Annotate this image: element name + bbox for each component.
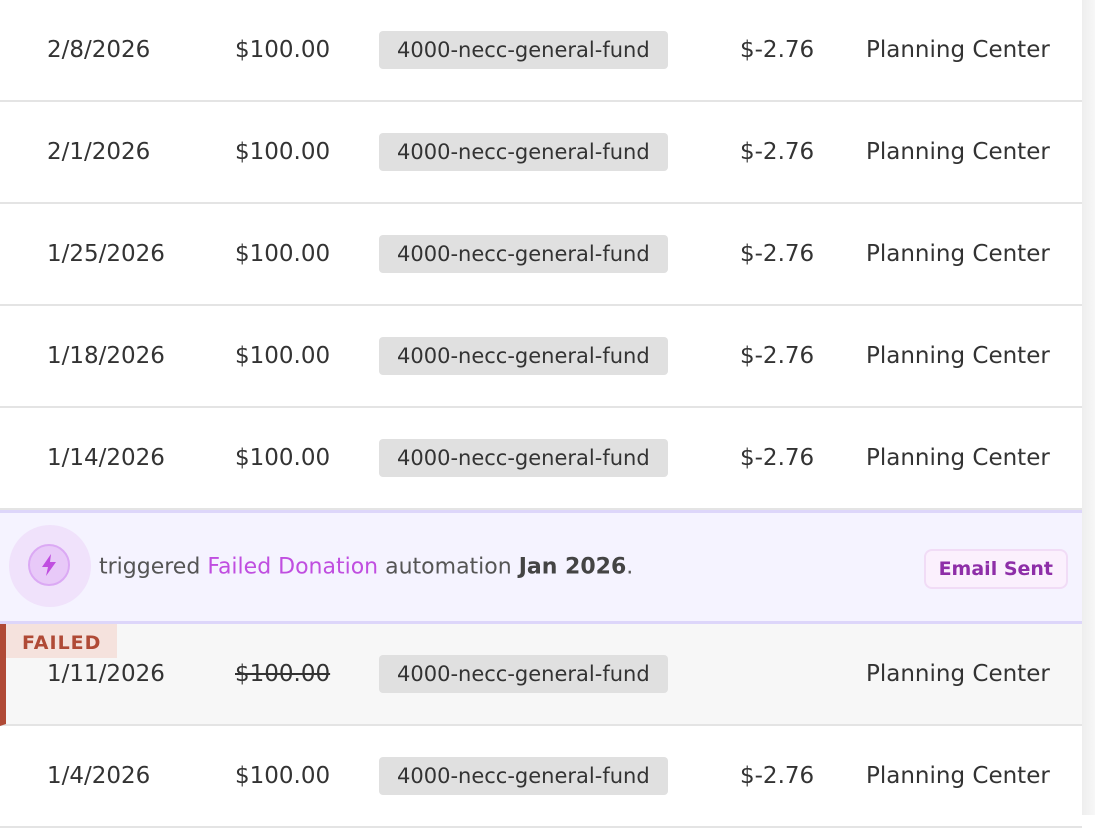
source-cell: Planning Center bbox=[866, 763, 1050, 789]
source-cell: Planning Center bbox=[866, 139, 1050, 165]
amount-cell: $100.00 bbox=[235, 343, 331, 369]
automation-name-link[interactable]: Failed Donation bbox=[207, 554, 379, 580]
amount-cell: $100.00 bbox=[235, 139, 331, 165]
fee-cell: $-2.76 bbox=[740, 139, 815, 165]
email-sent-badge[interactable]: Email Sent bbox=[923, 549, 1068, 589]
fund-pill: 4000-necc-general-fund bbox=[379, 439, 668, 477]
automation-text: triggered Failed Donation automation Jan… bbox=[99, 555, 633, 580]
automation-period: Jan 2026 bbox=[518, 554, 627, 580]
fee-cell: $-2.76 bbox=[740, 763, 815, 789]
amount-cell: $100.00 bbox=[235, 661, 331, 687]
scrollbar[interactable] bbox=[1082, 0, 1095, 815]
fee-cell: $-2.76 bbox=[740, 37, 815, 63]
fund-pill: 4000-necc-general-fund bbox=[379, 235, 668, 273]
automation-icon-wrap bbox=[9, 525, 91, 607]
date-cell: 1/25/2026 bbox=[47, 241, 165, 267]
failed-badge: FAILED bbox=[6, 624, 118, 658]
date-cell: 2/1/2026 bbox=[47, 139, 151, 165]
fee-cell: $-2.76 bbox=[740, 445, 815, 471]
fund-pill: 4000-necc-general-fund bbox=[379, 757, 668, 795]
fund-pill: 4000-necc-general-fund bbox=[379, 337, 668, 375]
fund-pill: 4000-necc-general-fund bbox=[379, 31, 668, 69]
fee-cell: $-2.76 bbox=[740, 241, 815, 267]
table-row-failed[interactable]: FAILED 1/11/2026 $100.00 4000-necc-gener… bbox=[0, 624, 1082, 726]
source-cell: Planning Center bbox=[866, 37, 1050, 63]
table-row[interactable]: 1/18/2026 $100.00 4000-necc-general-fund $-… bbox=[0, 306, 1082, 408]
fund-pill: 4000-necc-general-fund bbox=[379, 655, 668, 693]
lightning-bolt-icon bbox=[28, 544, 70, 586]
source-cell: Planning Center bbox=[866, 445, 1050, 471]
date-cell: 2/8/2026 bbox=[47, 37, 151, 63]
source-cell: Planning Center bbox=[866, 241, 1050, 267]
source-cell: Planning Center bbox=[866, 343, 1050, 369]
automation-prefix: triggered bbox=[99, 554, 201, 580]
automation-event: triggered Failed Donation automation Jan… bbox=[0, 510, 1082, 624]
amount-cell: $100.00 bbox=[235, 241, 331, 267]
table-row[interactable]: 1/25/2026 $100.00 4000-necc-general-fund $-… bbox=[0, 204, 1082, 306]
amount-cell: $100.00 bbox=[235, 37, 331, 63]
automation-middle: automation bbox=[385, 554, 512, 580]
amount-cell: $100.00 bbox=[235, 763, 331, 789]
fund-pill: 4000-necc-general-fund bbox=[379, 133, 668, 171]
table-row[interactable]: 2/8/2026 $100.00 4000-necc-general-fund $-2… bbox=[0, 0, 1082, 102]
amount-cell: $100.00 bbox=[235, 445, 331, 471]
date-cell: 1/18/2026 bbox=[47, 343, 165, 369]
table-row[interactable]: 2/1/2026 $100.00 4000-necc-general-fund $-2… bbox=[0, 102, 1082, 204]
automation-suffix: . bbox=[626, 554, 634, 580]
fee-cell: $-2.76 bbox=[740, 343, 815, 369]
date-cell: 1/11/2026 bbox=[47, 661, 165, 687]
date-cell: 1/4/2026 bbox=[47, 763, 151, 789]
source-cell: Planning Center bbox=[866, 661, 1050, 687]
date-cell: 1/14/2026 bbox=[47, 445, 165, 471]
table-row[interactable]: 1/4/2026 $100.00 4000-necc-general-fund $-2… bbox=[0, 726, 1082, 828]
table-row[interactable]: 1/14/2026 $100.00 4000-necc-general-fund $-… bbox=[0, 408, 1082, 510]
